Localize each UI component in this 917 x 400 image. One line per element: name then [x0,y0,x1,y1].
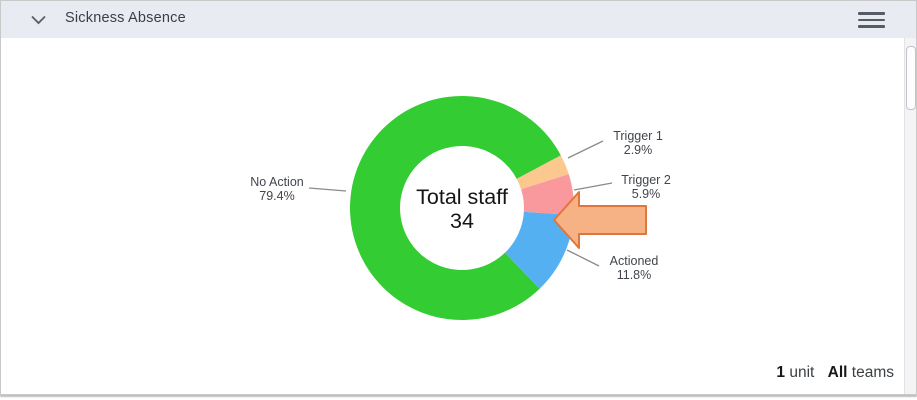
donut-slice-no-action[interactable] [350,95,561,320]
widget-header: Sickness Absence [1,1,916,38]
label-leader-line [308,187,347,192]
scope-summary: 1 unit All teams [776,364,894,382]
teams-label: teams [851,364,894,381]
donut-slice-trigger-1[interactable] [516,155,569,190]
slice-label: Trigger 1 [613,129,663,143]
widget-menu-button[interactable] [858,12,885,28]
slice-percent: 11.8% [617,268,652,282]
center-label-title: Total staff [416,185,508,209]
label-leader-line [566,249,600,267]
slice-label: Trigger 2 [621,173,671,187]
unit-count: 1 [776,364,786,381]
scrollbar-thumb[interactable] [906,46,916,110]
unit-label: unit [789,364,815,381]
widget-title: Sickness Absence [65,10,186,26]
chart-area: No Action 79.4% Trigger 1 2.9% Trigger 2 5.9%… [1,38,907,394]
label-leader-line [573,182,613,191]
center-label-total: 34 [450,209,474,233]
left-arrow-annotation [553,191,647,249]
donut-slice-actioned[interactable] [504,211,574,289]
hamburger-icon [858,25,885,28]
collapse-button[interactable] [27,11,49,29]
hamburger-icon [858,12,885,15]
slice-percent: 5.9% [632,187,661,201]
vertical-scrollbar[interactable] [904,38,916,394]
hamburger-icon [858,18,885,22]
slice-label: No Action [250,175,304,189]
chevron-down-icon [30,15,46,25]
label-leader-line [567,140,604,159]
donut-slice-trigger-2[interactable] [521,174,575,216]
slice-label: Actioned [610,254,659,268]
slice-percent: 2.9% [624,143,653,157]
slice-percent: 79.4% [259,189,294,203]
teams-count: All [827,364,848,381]
